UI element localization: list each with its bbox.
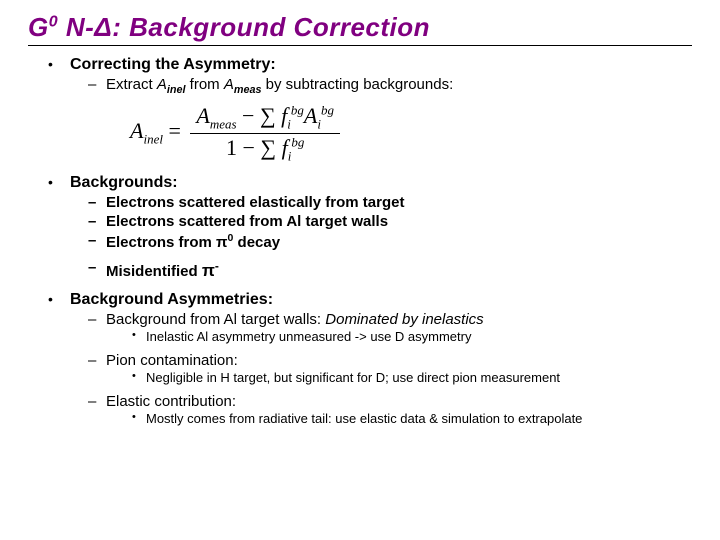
den-sum: ∑ bbox=[260, 135, 276, 160]
bg-item-elastic-target: Electrons scattered elastically from tar… bbox=[88, 194, 692, 211]
heading-backgrounds: Backgrounds: bbox=[70, 174, 178, 191]
A-inel-A: A bbox=[157, 76, 167, 93]
heading-bg-asymmetries: Background Asymmetries: bbox=[70, 291, 273, 308]
num-minus: − bbox=[237, 103, 260, 128]
pi0-suffix: decay bbox=[233, 234, 280, 251]
piminus-symbol: π bbox=[202, 261, 215, 280]
num-A2: A bbox=[304, 103, 317, 128]
asym-al-walls-sub: Inelastic Al asymmetry unmeasured -> use… bbox=[132, 329, 692, 344]
piminus-prefix: Misidentified bbox=[106, 263, 202, 280]
pi0-symbol: π bbox=[216, 234, 227, 251]
title-sup0: 0 bbox=[49, 13, 58, 30]
title-bar: G0 N-Δ: Background Correction bbox=[28, 12, 692, 46]
section-backgrounds: Backgrounds: Electrons scattered elastic… bbox=[48, 174, 692, 281]
asym-pion-label: Pion contamination: bbox=[106, 352, 238, 369]
eq-equals: = bbox=[168, 118, 186, 143]
pi0-prefix: Electrons from bbox=[106, 234, 216, 251]
asym-al-walls-sub-1: Inelastic Al asymmetry unmeasured -> use… bbox=[132, 329, 692, 344]
num-f-sup: bg bbox=[291, 103, 304, 118]
extract-mid: from bbox=[185, 76, 223, 93]
num-A2-sub: i bbox=[317, 116, 321, 131]
eq-numerator: Ameas − ∑ fibgAibg bbox=[190, 102, 340, 134]
equation-block: Ainel = Ameas − ∑ fibgAibg 1 − ∑ fibg bbox=[130, 102, 692, 164]
equation: Ainel = Ameas − ∑ fibgAibg 1 − ∑ fibg bbox=[130, 102, 340, 164]
eq-lhs-sub: inel bbox=[143, 132, 163, 147]
num-A2-sup: bg bbox=[321, 103, 334, 118]
asym-al-walls-prefix: Background from Al target walls: bbox=[106, 311, 325, 328]
A-meas-sub: meas bbox=[234, 84, 262, 96]
section-bg-asymmetries: Background Asymmetries: Background from … bbox=[48, 291, 692, 426]
title-g: G bbox=[28, 12, 49, 42]
backgrounds-items: Electrons scattered elastically from tar… bbox=[88, 194, 692, 281]
eq-lhs-A: A bbox=[130, 118, 143, 143]
content-list: Correcting the Asymmetry: Extract Ainel … bbox=[48, 56, 692, 426]
A-inel-sub: inel bbox=[167, 84, 186, 96]
den-one: 1 − bbox=[226, 135, 260, 160]
slide-title: G0 N-Δ: Background Correction bbox=[28, 12, 430, 42]
extract-suffix: by subtracting backgrounds: bbox=[261, 76, 453, 93]
correcting-items: Extract Ainel from Ameas by subtracting … bbox=[88, 76, 692, 96]
num-sum: ∑ bbox=[260, 103, 276, 128]
bg-item-pi0: Electrons from π0 decay bbox=[88, 232, 692, 251]
heading-correcting: Correcting the Asymmetry: bbox=[70, 56, 276, 73]
asym-elastic-sub-1: Mostly comes from radiative tail: use el… bbox=[132, 411, 692, 426]
bg-item-piminus: Misidentified π- bbox=[88, 259, 692, 281]
bg-asym-items: Background from Al target walls: Dominat… bbox=[88, 311, 692, 426]
A-meas-A: A bbox=[224, 76, 234, 93]
den-f-sub: i bbox=[288, 148, 292, 163]
eq-fraction: Ameas − ∑ fibgAibg 1 − ∑ fibg bbox=[190, 102, 340, 164]
asym-elastic-label: Elastic contribution: bbox=[106, 393, 236, 410]
asym-pion-sub-1: Negligible in H target, but significant … bbox=[132, 370, 692, 385]
section-correcting: Correcting the Asymmetry: Extract Ainel … bbox=[48, 56, 692, 164]
extract-line: Extract Ainel from Ameas by subtracting … bbox=[88, 76, 692, 96]
asym-elastic-sub: Mostly comes from radiative tail: use el… bbox=[132, 411, 692, 426]
title-ndelta: N-Δ: bbox=[58, 12, 121, 42]
asym-elastic: Elastic contribution: Mostly comes from … bbox=[88, 393, 692, 426]
den-f-sup: bg bbox=[291, 134, 304, 149]
eq-denominator: 1 − ∑ fibg bbox=[190, 134, 340, 165]
piminus-sup: - bbox=[215, 259, 219, 273]
asym-al-walls-ital: Dominated by inelastics bbox=[325, 311, 483, 328]
num-A1: A bbox=[196, 103, 209, 128]
asym-pion-sub: Negligible in H target, but significant … bbox=[132, 370, 692, 385]
extract-prefix: Extract bbox=[106, 76, 157, 93]
num-f-sub: i bbox=[287, 116, 291, 131]
title-rest: Background Correction bbox=[121, 12, 430, 42]
bg-item-al-walls: Electrons scattered from Al target walls bbox=[88, 213, 692, 230]
asym-pion: Pion contamination: Negligible in H targ… bbox=[88, 352, 692, 385]
asym-al-walls: Background from Al target walls: Dominat… bbox=[88, 311, 692, 344]
num-A1-sub: meas bbox=[210, 116, 237, 131]
